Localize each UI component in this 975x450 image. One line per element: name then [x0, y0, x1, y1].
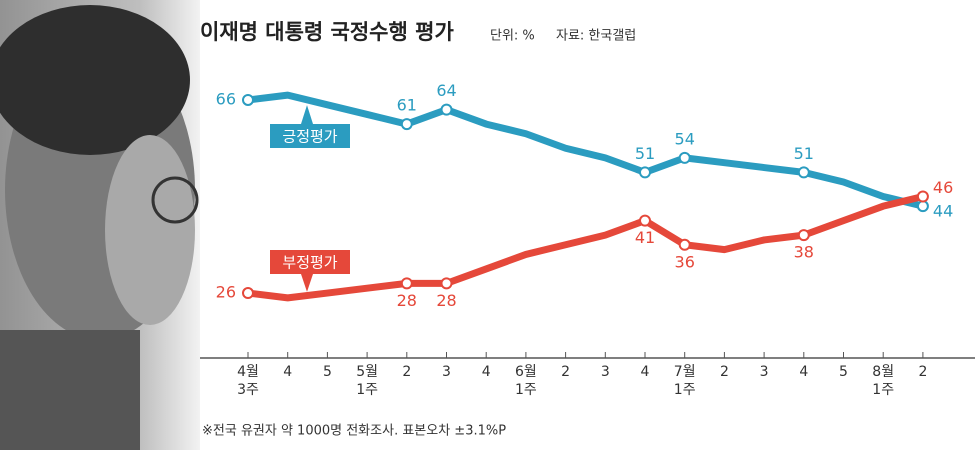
- x-tick-label: 3: [760, 364, 769, 380]
- x-tick-label-line: 2: [918, 364, 927, 380]
- series-line: [247, 193, 924, 302]
- legend-pointer: [301, 274, 313, 292]
- x-tick-label: 3: [601, 364, 610, 380]
- x-tick-label-line: 3주: [237, 382, 259, 398]
- data-label: 54: [675, 129, 695, 148]
- point: [400, 277, 413, 290]
- data-label: 64: [436, 81, 456, 100]
- point: [678, 238, 691, 251]
- x-tick-label-line: 3: [442, 364, 451, 380]
- x-tick-label: 2: [402, 364, 411, 380]
- point: [639, 166, 651, 179]
- data-label: 38: [794, 243, 814, 262]
- x-tick-label-line: 1주: [356, 382, 378, 398]
- x-tick-label-line: 4월: [237, 364, 259, 380]
- x-tick-label: 2: [918, 364, 927, 380]
- x-tick-label-line: 5: [839, 364, 848, 380]
- x-tick-label-line: 2: [720, 364, 729, 380]
- x-tick-label: 6월 1주: [515, 364, 537, 398]
- data-label: 44: [933, 202, 953, 221]
- x-tick-label: 4월 3주: [237, 364, 259, 398]
- x-tick-label: 3: [442, 364, 451, 380]
- x-tick-label: 8월 1주: [872, 364, 894, 398]
- point: [639, 214, 651, 227]
- x-tick-label-line: 7월: [674, 364, 696, 380]
- data-label: 46: [933, 178, 953, 197]
- point: [678, 151, 691, 164]
- subtitle: 단위: %: [490, 29, 535, 44]
- point: [797, 166, 810, 179]
- point: [797, 229, 810, 242]
- x-tick-label-line: 5: [323, 364, 332, 380]
- x-tick-label-line: 3: [601, 364, 610, 380]
- x-tick-label-line: 2: [402, 364, 411, 380]
- point: [242, 93, 254, 106]
- data-label: 28: [436, 291, 456, 310]
- x-tick-label-line: 1주: [872, 382, 894, 398]
- point: [242, 287, 254, 300]
- x-tick-label-line: 4: [482, 364, 491, 380]
- x-tick-label-line: 8월: [872, 364, 894, 380]
- legend-label: 부정평가: [282, 254, 337, 272]
- chart-title: 이재명 대통령 국정수행 평가: [200, 20, 454, 44]
- legend-label: 긍정평가: [282, 128, 337, 146]
- photo: [0, 0, 200, 450]
- x-tick-label: 4: [482, 364, 491, 380]
- point: [440, 103, 453, 116]
- data-label: 28: [397, 291, 417, 310]
- x-tick-label-line: 4: [283, 364, 292, 380]
- x-tick-label-line: 2: [561, 364, 570, 380]
- data-label: 36: [675, 252, 695, 271]
- subtitle: 자료: 한국갤럽: [556, 29, 636, 44]
- data-label: 41: [635, 228, 655, 247]
- x-tick-label: 5: [839, 364, 848, 380]
- data-label: 51: [794, 144, 814, 163]
- data-label: 61: [397, 96, 417, 115]
- data-label: 66: [216, 89, 236, 108]
- x-tick-label-line: 1주: [515, 382, 537, 398]
- x-tick-label-line: 5월: [356, 364, 378, 380]
- x-tick-label-line: 6월: [515, 364, 537, 380]
- x-tick-label-line: 4: [799, 364, 808, 380]
- x-tick-label: 2: [561, 364, 570, 380]
- x-tick-label-line: 3: [760, 364, 769, 380]
- data-label: 51: [635, 144, 655, 163]
- point: [916, 200, 929, 213]
- point: [916, 190, 929, 203]
- legend-box: [270, 250, 350, 274]
- data-label: 26: [216, 283, 236, 302]
- series-line: [247, 91, 924, 210]
- x-tick-label: 5: [323, 364, 332, 380]
- x-tick-label: 2: [720, 364, 729, 380]
- x-tick-label: 4: [799, 364, 808, 380]
- x-tick-label: 4: [641, 364, 650, 380]
- x-tick-label-line: 4: [641, 364, 650, 380]
- legend-pointer: [301, 105, 313, 124]
- point: [400, 118, 413, 131]
- x-tick-label: 7월 1주: [674, 364, 696, 398]
- footnote: ※전국 유권자 약 1000명 전화조사. 표본오차 ±3.1%P: [202, 424, 506, 439]
- x-tick-label: 5월 1주: [356, 364, 378, 398]
- legend-box: [270, 124, 350, 148]
- point: [440, 277, 453, 290]
- x-tick-label-line: 1주: [674, 382, 696, 398]
- x-tick-label: 4: [283, 364, 292, 380]
